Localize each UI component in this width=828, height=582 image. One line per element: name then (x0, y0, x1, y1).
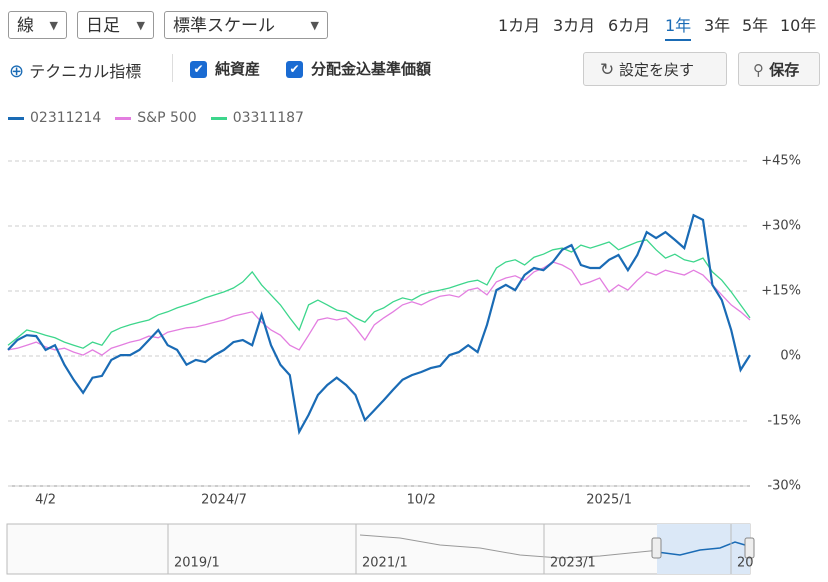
period-tab[interactable]: 1年 (665, 12, 692, 41)
legend: 02311214 S&P 500 03311187 (8, 110, 318, 126)
check-label: 分配金込基準価額 (311, 60, 432, 78)
legend-label: S&P 500 (137, 110, 197, 126)
series-line (7, 239, 751, 349)
save-button[interactable]: ⚲ 保存 (738, 52, 820, 86)
navigator-label: 2023/1 (550, 556, 596, 571)
period-tab[interactable]: 1カ月 (498, 16, 541, 35)
period-tab[interactable]: 3カ月 (553, 16, 596, 35)
plus-icon: ⊕ (9, 61, 25, 82)
x-tick-label: 2024/7 (201, 493, 247, 508)
chart-type-dropdown[interactable]: 線 (8, 11, 67, 40)
period-tab[interactable]: 6カ月 (608, 16, 651, 35)
legend-swatch (8, 116, 24, 120)
technical-label: テクニカル指標 (29, 62, 142, 81)
check-nav[interactable]: ✔ 純資産 (190, 58, 260, 79)
navigator-label: 2021/1 (362, 556, 408, 571)
legend-label: 02311214 (30, 110, 102, 126)
navigator: 2019/1 2021/1 2023/1 20 (6, 523, 755, 575)
period-tab[interactable]: 10年 (780, 16, 817, 35)
interval-dropdown[interactable]: 日足 (77, 11, 154, 40)
technical-button[interactable]: ⊕ テクニカル指標 (9, 58, 141, 82)
period-tab[interactable]: 3年 (704, 16, 731, 35)
navigator-label: 2019/1 (174, 556, 220, 571)
legend-swatch (210, 116, 227, 120)
navigator-handle[interactable] (651, 537, 662, 559)
x-tick-label: 10/2 (407, 493, 436, 508)
scale-dropdown[interactable]: 標準スケール (164, 11, 328, 40)
legend-item: 02311214 (8, 110, 101, 126)
checkbox: ✔ (190, 61, 207, 78)
y-tick-label: 0% (780, 349, 801, 364)
legend-item: 03311187 (210, 110, 304, 126)
navigator-range-line (656, 541, 746, 556)
navigator-handle[interactable] (744, 537, 755, 559)
save-label: 保存 (769, 61, 800, 79)
reset-button[interactable]: ↻ 設定を戻す (583, 52, 727, 86)
period-tab[interactable]: 5年 (742, 16, 769, 35)
navigator-line (359, 534, 661, 559)
navigator-label: 20 (737, 556, 754, 571)
reset-icon: ↻ (600, 60, 615, 80)
y-tick-label: +15% (761, 284, 801, 299)
clip-icon: ⚲ (753, 61, 764, 79)
y-tick-label: -30% (767, 479, 801, 494)
separator (172, 54, 173, 82)
x-tick-label: 2025/1 (586, 493, 632, 508)
legend-swatch (115, 116, 132, 120)
legend-label: 03311187 (232, 110, 304, 126)
navigator-frame (6, 523, 751, 575)
check-label: 純資産 (215, 60, 261, 78)
series-line (7, 261, 751, 356)
y-tick-label: +30% (761, 219, 801, 234)
reset-label: 設定を戻す (619, 61, 695, 79)
series-line (7, 213, 751, 436)
check-dist[interactable]: ✔ 分配金込基準価額 (286, 58, 431, 79)
legend-item: S&P 500 (115, 110, 197, 126)
y-tick-label: +45% (761, 154, 801, 169)
x-tick-label: 4/2 (35, 493, 56, 508)
y-tick-label: -15% (767, 414, 801, 429)
checkbox: ✔ (286, 61, 303, 78)
